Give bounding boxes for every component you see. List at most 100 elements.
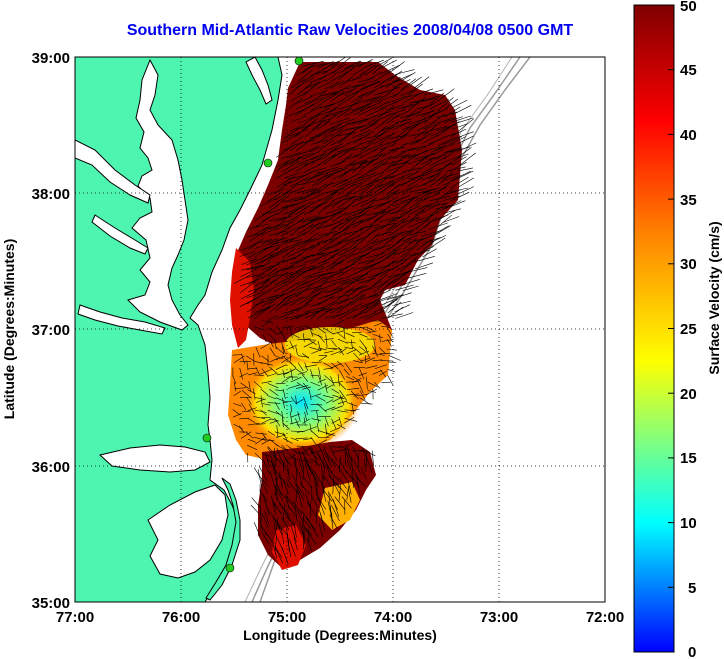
velocity-arrow <box>388 226 403 237</box>
velocity-arrow <box>442 174 461 182</box>
velocity-arrow <box>304 173 324 181</box>
velocity-arrow <box>317 276 333 284</box>
velocity-arrow <box>346 388 360 390</box>
velocity-arrow <box>393 73 414 83</box>
velocity-arrow <box>345 444 352 461</box>
velocity-arrow <box>428 237 446 250</box>
velocity-arrow <box>338 246 358 257</box>
velocity-arrow <box>332 84 351 96</box>
colorbar-tick-label: 0 <box>688 644 696 659</box>
velocity-arrow <box>345 381 359 383</box>
velocity-arrow <box>326 453 339 467</box>
velocity-arrow <box>338 309 357 320</box>
velocity-arrow <box>318 375 323 386</box>
velocity-arrow <box>303 189 321 200</box>
velocity-arrow <box>367 289 387 298</box>
velocity-arrow <box>304 426 317 432</box>
velocity-arrow <box>367 114 383 124</box>
velocity-arrow <box>309 202 323 214</box>
y-axis-label: Latitude (Degrees:Minutes) <box>1 239 17 419</box>
velocity-arrow <box>451 170 471 181</box>
velocity-arrow <box>290 396 297 405</box>
velocity-arrow <box>332 108 349 117</box>
velocity-arrow <box>295 192 315 202</box>
velocity-arrow <box>386 122 408 130</box>
velocity-arrow <box>332 280 351 292</box>
velocity-arrow <box>297 69 313 82</box>
velocity-arrow <box>318 92 336 102</box>
velocity-arrow <box>332 192 353 202</box>
velocity-arrow <box>378 106 394 118</box>
velocity-arrow <box>302 524 313 536</box>
velocity-arrow <box>344 235 360 243</box>
velocity-arrow <box>338 346 344 356</box>
velocity-arrow <box>290 280 309 292</box>
velocity-arrow <box>304 411 307 421</box>
velocity-arrow <box>267 192 282 203</box>
velocity-arrow <box>332 396 344 403</box>
velocity-arrow <box>337 214 355 223</box>
velocity-arrow <box>295 452 307 455</box>
velocity-arrow <box>365 255 385 265</box>
velocity-arrow <box>422 187 441 194</box>
velocity-arrow <box>259 466 268 482</box>
velocity-arrow <box>413 88 434 96</box>
velocity-arrow <box>316 307 333 320</box>
velocity-arrow <box>365 65 379 76</box>
velocity-arrow <box>428 108 448 118</box>
velocity-arrow <box>303 82 320 96</box>
velocity-arrow <box>332 394 345 400</box>
velocity-arrow <box>360 467 367 480</box>
velocity-arrow <box>296 385 309 389</box>
velocity-arrow <box>458 152 476 167</box>
velocity-arrow <box>323 271 344 279</box>
velocity-arrow <box>344 84 361 97</box>
velocity-arrow <box>309 75 327 83</box>
velocity-arrow <box>409 238 423 250</box>
velocity-arrow <box>374 70 391 82</box>
velocity-arrow <box>337 183 356 195</box>
pamlico-sound <box>147 484 229 579</box>
velocity-arrow <box>408 131 430 137</box>
velocity-arrow <box>373 147 387 158</box>
velocity-arrow <box>352 184 372 195</box>
velocity-arrow <box>429 187 448 194</box>
velocity-arrow <box>366 154 383 167</box>
x-tick-label: 75:00 <box>268 609 306 626</box>
velocity-arrow <box>337 195 356 209</box>
velocity-arrow <box>451 105 472 116</box>
velocity-arrow <box>457 167 473 172</box>
velocity-arrow <box>248 381 251 392</box>
velocity-arrow <box>386 247 401 258</box>
velocity-arrow <box>241 402 247 411</box>
velocity-arrow <box>280 458 290 475</box>
velocity-arrow <box>268 327 277 334</box>
velocity-arrow <box>400 252 416 265</box>
velocity-arrow <box>303 206 319 216</box>
velocity-arrow <box>267 402 281 404</box>
velocity-arrow <box>289 325 293 338</box>
velocity-arrow <box>449 136 466 145</box>
velocity-arrow <box>291 500 303 515</box>
velocity-arrow <box>335 481 348 496</box>
velocity-arrow <box>365 455 373 473</box>
velocity-arrow <box>318 271 338 277</box>
velocity-arrow <box>330 351 341 356</box>
velocity-arrow <box>275 194 290 207</box>
velocity-arrow <box>286 533 290 552</box>
velocity-arrow <box>372 370 383 375</box>
velocity-arrow <box>304 461 317 475</box>
velocity-arrow <box>400 148 418 153</box>
velocity-arrow <box>325 347 337 350</box>
velocity-arrow <box>332 499 340 517</box>
velocity-arrow <box>260 388 269 396</box>
velocity-arrow <box>260 480 268 494</box>
velocity-arrow <box>289 313 308 321</box>
velocity-arrow <box>253 381 262 389</box>
velocity-arrow <box>359 326 372 332</box>
velocity-arrow <box>394 209 412 222</box>
velocity-arrow <box>296 509 305 525</box>
velocity-arrow <box>310 369 314 379</box>
velocity-arrow <box>422 149 444 159</box>
velocity-arrow <box>309 131 326 139</box>
